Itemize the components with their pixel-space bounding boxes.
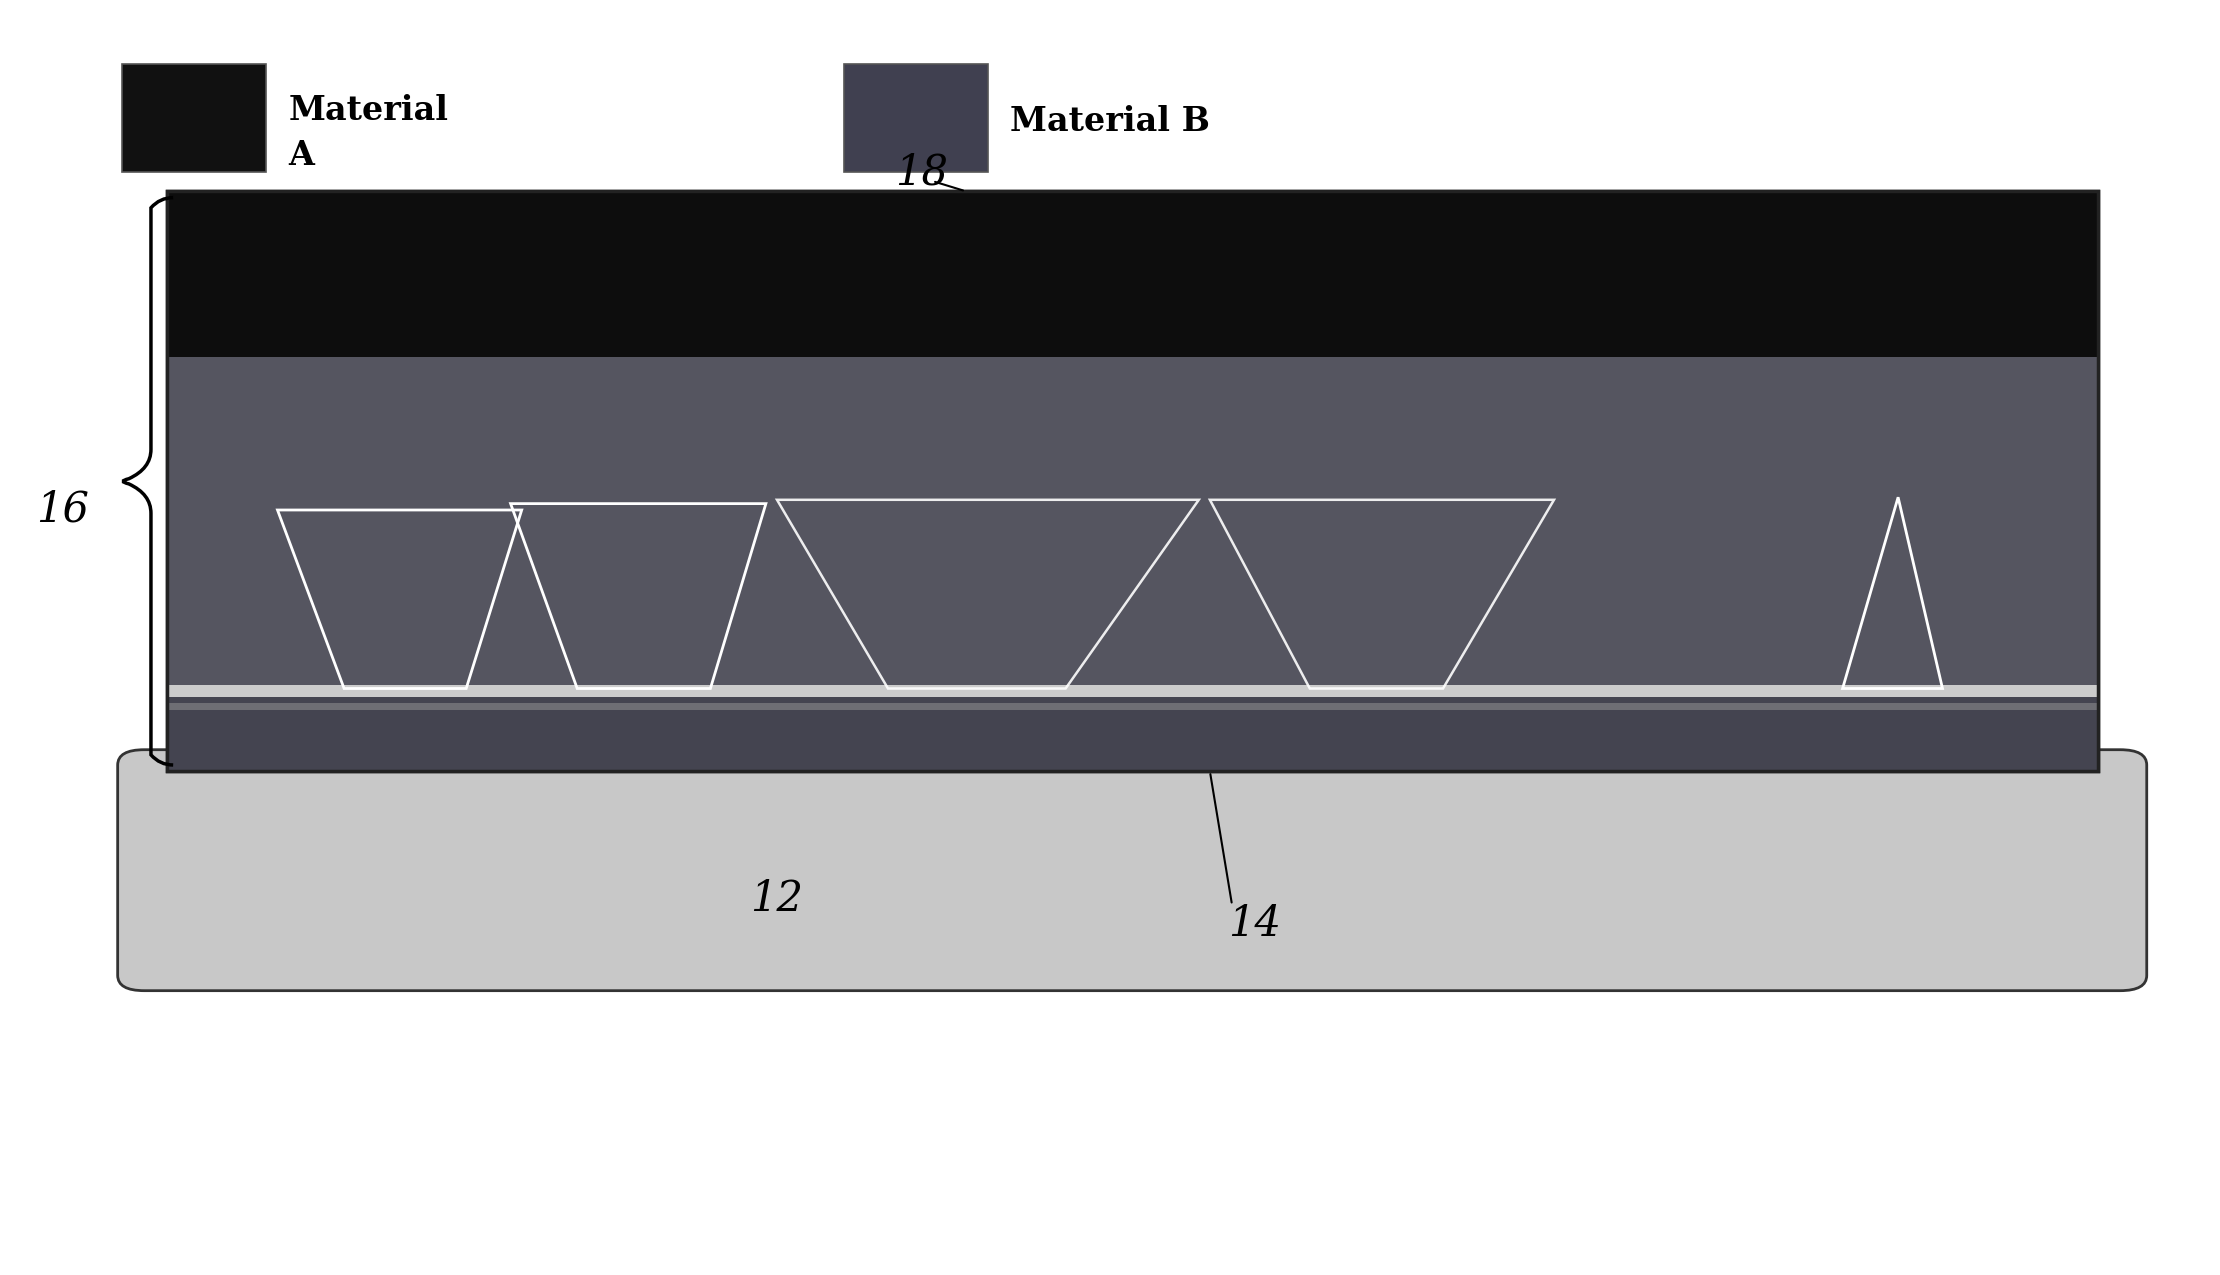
Bar — [166, 191, 2098, 357]
Text: 14: 14 — [1228, 904, 1281, 945]
Bar — [166, 293, 2098, 714]
Text: 12: 12 — [750, 878, 804, 919]
Bar — [844, 64, 988, 172]
Bar — [166, 703, 2098, 710]
Text: 16: 16 — [36, 490, 89, 530]
Text: A: A — [289, 139, 315, 172]
Bar — [166, 191, 2098, 771]
Text: Material B: Material B — [1010, 105, 1210, 138]
Text: Material: Material — [289, 94, 448, 128]
Bar — [166, 695, 2098, 771]
Bar — [166, 685, 2098, 697]
Bar — [122, 64, 266, 172]
Text: 18: 18 — [895, 152, 948, 193]
Bar — [166, 191, 2098, 771]
FancyBboxPatch shape — [118, 750, 2147, 991]
